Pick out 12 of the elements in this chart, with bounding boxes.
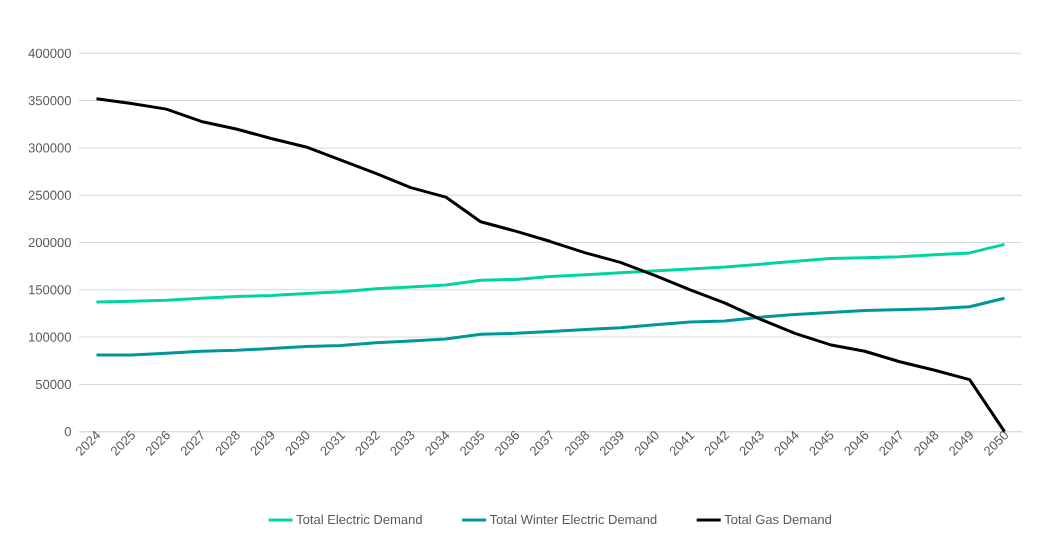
- y-tick-label: 0: [64, 427, 71, 437]
- y-tick-label: 100000: [29, 332, 71, 342]
- y-tick-label: 300000: [28, 143, 71, 153]
- y-tick-label: 250000: [28, 190, 71, 200]
- legend-label: Total Winter Electric Demand: [489, 514, 657, 525]
- y-tick-label: 50000: [35, 379, 71, 389]
- y-tick-label: 150000: [29, 285, 71, 295]
- y-tick-label: 400000: [28, 48, 71, 58]
- y-tick-label: 350000: [28, 95, 71, 106]
- legend-label: Total Electric Demand: [296, 514, 422, 525]
- y-tick-label: 200000: [28, 237, 71, 248]
- legend-label: Total Gas Demand: [724, 514, 831, 525]
